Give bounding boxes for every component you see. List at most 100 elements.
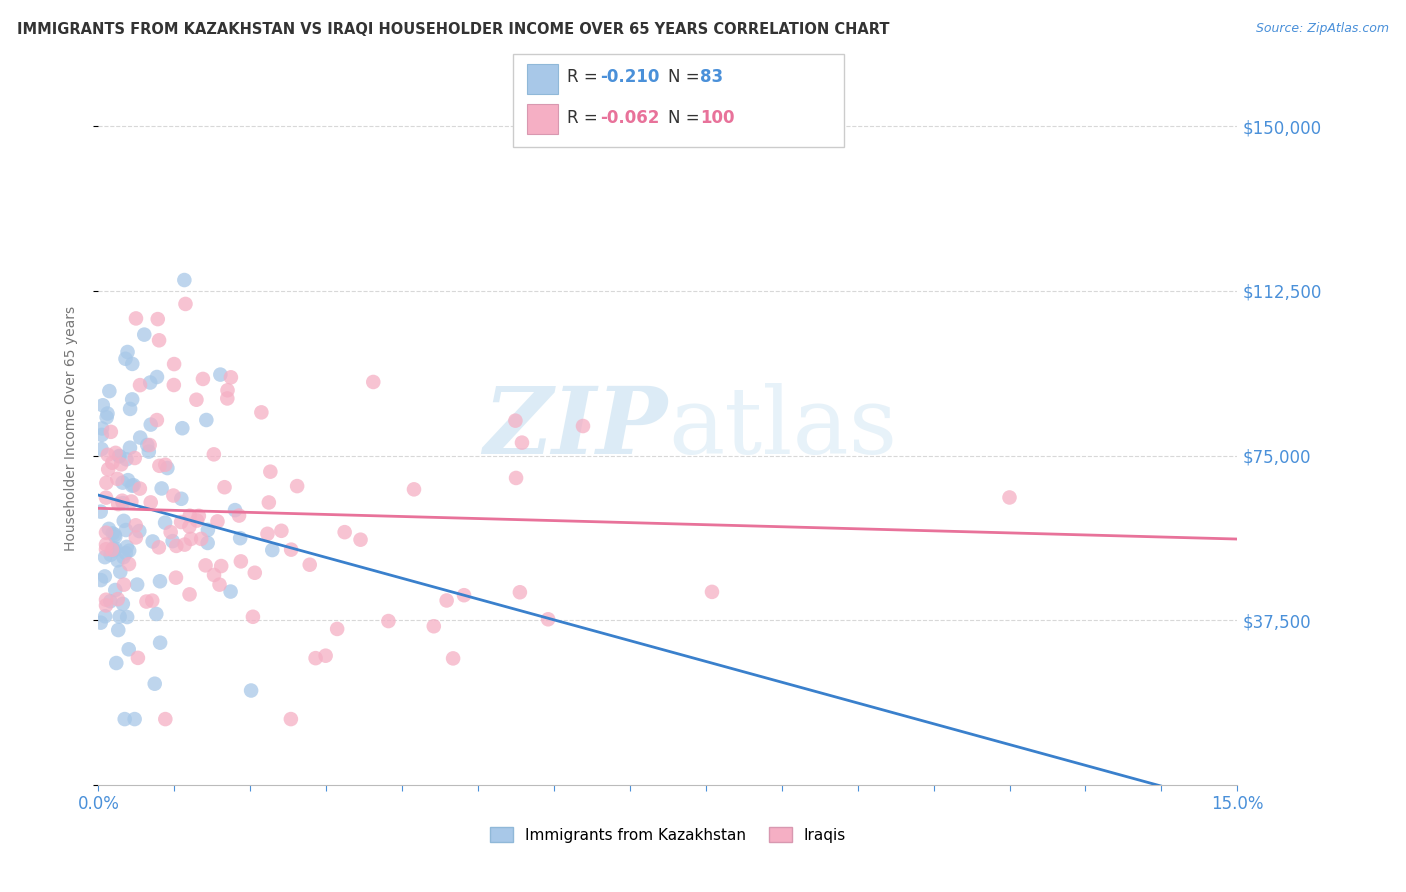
- Point: [998, 491, 1021, 505]
- Point: [139, 376, 162, 390]
- Point: [298, 558, 321, 572]
- Point: [94, 537, 117, 551]
- Point: [262, 543, 284, 558]
- Point: [441, 651, 464, 665]
- Point: [165, 539, 187, 553]
- Point: [162, 489, 184, 503]
- Point: [304, 651, 326, 665]
- Point: [145, 607, 167, 621]
- Point: [118, 543, 141, 558]
- Point: [179, 587, 201, 601]
- Point: [117, 473, 139, 487]
- Point: [100, 425, 122, 439]
- Point: [256, 526, 278, 541]
- Point: [115, 452, 138, 467]
- Point: [149, 574, 172, 589]
- Text: IMMIGRANTS FROM KAZAKHSTAN VS IRAQI HOUSEHOLDER INCOME OVER 65 YEARS CORRELATION: IMMIGRANTS FROM KAZAKHSTAN VS IRAQI HOUS…: [17, 22, 890, 37]
- Point: [148, 458, 170, 473]
- Point: [98, 594, 121, 608]
- Point: [155, 712, 177, 726]
- Point: [96, 407, 118, 421]
- Point: [107, 497, 129, 511]
- Point: [97, 448, 120, 462]
- Point: [100, 548, 122, 562]
- Point: [120, 494, 142, 508]
- Text: R =: R =: [567, 109, 603, 127]
- Point: [174, 297, 197, 311]
- Text: N =: N =: [668, 109, 704, 127]
- Point: [187, 508, 209, 523]
- Point: [121, 479, 143, 493]
- Point: [114, 546, 136, 560]
- Point: [285, 479, 308, 493]
- Point: [104, 446, 127, 460]
- Point: [104, 530, 127, 544]
- Point: [156, 461, 179, 475]
- Point: [121, 392, 143, 407]
- Point: [195, 413, 218, 427]
- Point: [91, 398, 114, 412]
- Point: [349, 533, 371, 547]
- Point: [240, 683, 263, 698]
- Point: [108, 609, 131, 624]
- Point: [101, 542, 124, 557]
- Point: [572, 419, 595, 434]
- Point: [101, 541, 124, 556]
- Point: [179, 519, 201, 533]
- Point: [191, 372, 214, 386]
- Point: [94, 525, 117, 540]
- Point: [90, 615, 112, 630]
- Point: [138, 444, 160, 458]
- Point: [91, 421, 114, 435]
- Point: [107, 623, 129, 637]
- Point: [148, 541, 170, 555]
- Point: [146, 312, 169, 326]
- Point: [228, 508, 250, 523]
- Point: [96, 410, 118, 425]
- Point: [115, 540, 138, 554]
- Point: [124, 450, 146, 465]
- Point: [114, 351, 136, 366]
- Point: [135, 594, 157, 608]
- Point: [104, 527, 127, 541]
- Point: [146, 370, 169, 384]
- Point: [94, 491, 117, 505]
- Text: R =: R =: [567, 68, 603, 86]
- Point: [159, 525, 181, 540]
- Point: [136, 438, 159, 452]
- Point: [172, 421, 194, 435]
- Point: [142, 534, 165, 549]
- Point: [436, 593, 458, 607]
- Y-axis label: Householder Income Over 65 years: Householder Income Over 65 years: [63, 306, 77, 550]
- Point: [219, 584, 242, 599]
- Point: [250, 405, 273, 419]
- Point: [162, 534, 184, 549]
- Point: [505, 471, 527, 485]
- Point: [115, 523, 138, 537]
- Point: [141, 593, 163, 607]
- Point: [120, 401, 142, 416]
- Point: [105, 656, 128, 670]
- Point: [122, 478, 145, 492]
- Point: [114, 712, 136, 726]
- Point: [243, 566, 266, 580]
- Text: atlas: atlas: [668, 384, 897, 473]
- Point: [505, 414, 527, 428]
- Legend: Immigrants from Kazakhstan, Iraqis: Immigrants from Kazakhstan, Iraqis: [484, 821, 852, 848]
- Point: [326, 622, 349, 636]
- Point: [110, 458, 132, 472]
- Point: [402, 483, 425, 497]
- Point: [103, 543, 125, 558]
- Point: [194, 558, 217, 573]
- Point: [197, 536, 219, 550]
- Point: [118, 642, 141, 657]
- Point: [111, 496, 134, 510]
- Point: [510, 435, 533, 450]
- Point: [118, 441, 141, 455]
- Point: [118, 557, 141, 571]
- Point: [202, 568, 225, 582]
- Point: [90, 428, 112, 442]
- Point: [127, 651, 149, 665]
- Point: [125, 311, 148, 326]
- Text: N =: N =: [668, 68, 704, 86]
